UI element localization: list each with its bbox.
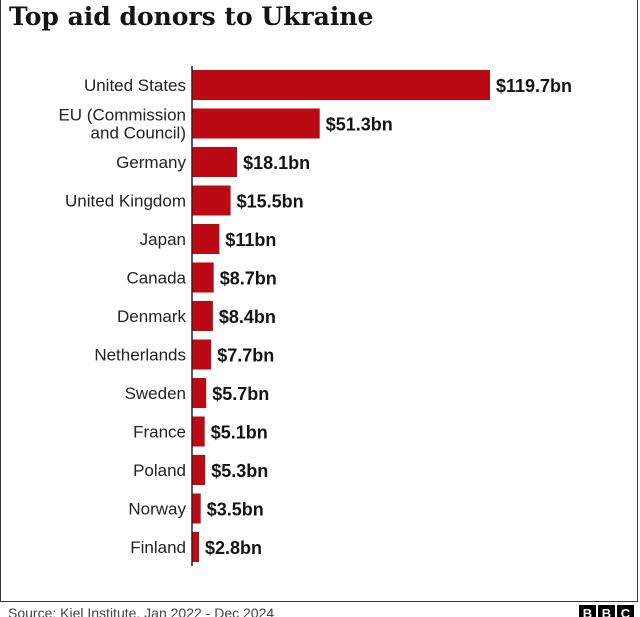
category-label: Poland (133, 461, 186, 480)
bar (192, 108, 320, 139)
logo-letter-b1: B (579, 605, 596, 617)
bar (192, 532, 199, 562)
category-label: Germany (116, 153, 186, 172)
value-label: $18.1bn (243, 153, 310, 173)
bar (192, 339, 212, 370)
bar-chart: United States $119.7bn EU (Commission and C… (58, 66, 572, 566)
category-label: EU (Commission and Council) (58, 106, 186, 143)
bar (192, 70, 490, 100)
value-label: $51.3bn (326, 115, 393, 135)
category-label: Japan (140, 230, 186, 249)
bar (192, 224, 220, 254)
value-label: $5.3bn (211, 461, 268, 481)
logo-letter-b2: B (598, 605, 615, 617)
value-label: $3.5bn (207, 500, 264, 520)
value-label: $8.7bn (220, 269, 277, 289)
category-label: Finland (130, 538, 186, 557)
source-note: Source: Kiel Institute, Jan 2022 - Dec 2… (8, 605, 275, 617)
category-label: Canada (126, 269, 186, 288)
bar (192, 185, 231, 216)
category-label: Sweden (125, 384, 186, 403)
chart-frame (0, 0, 638, 602)
bar (192, 301, 213, 331)
bar (192, 416, 205, 447)
category-label: Netherlands (94, 346, 186, 365)
category-label: Norway (128, 500, 186, 519)
category-label: United States (84, 76, 186, 95)
category-label: France (133, 423, 186, 442)
value-label: $8.4bn (219, 307, 276, 327)
bar (192, 493, 201, 524)
category-label: United Kingdom (65, 192, 186, 211)
bar (192, 262, 214, 293)
logo-letter-c: C (617, 605, 634, 617)
value-label: $5.1bn (211, 423, 268, 443)
value-label: $2.8bn (205, 538, 262, 558)
value-label: $15.5bn (237, 192, 304, 212)
bar (192, 147, 238, 177)
footer: Source: Kiel Institute, Jan 2022 - Dec 2… (0, 602, 640, 617)
value-label: $11bn (225, 230, 276, 250)
category-label: Denmark (117, 307, 186, 326)
bar (192, 378, 207, 408)
chart-title: Top aid donors to Ukraine (9, 2, 374, 31)
bar (192, 455, 206, 485)
value-label: $5.7bn (212, 384, 269, 404)
value-label: $119.7bn (496, 76, 572, 96)
bbc-logo: B B C (579, 605, 634, 617)
value-label: $7.7bn (217, 346, 274, 366)
